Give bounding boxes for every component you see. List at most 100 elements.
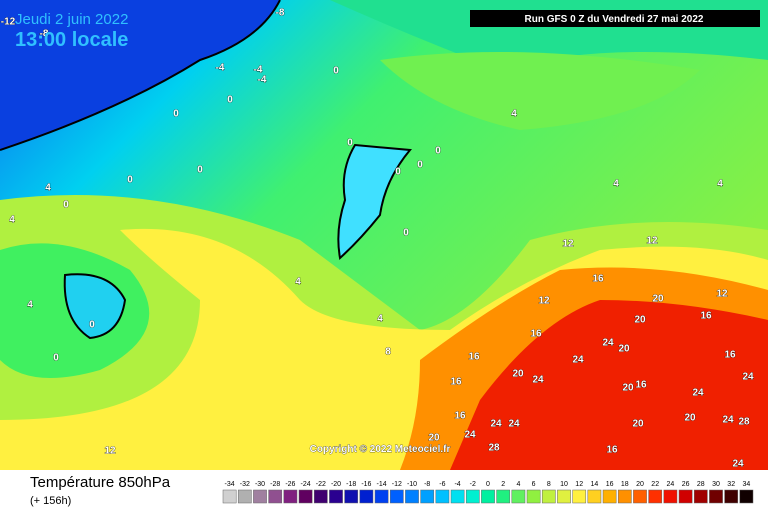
contour-label: 0 bbox=[417, 160, 423, 171]
legend-swatch bbox=[526, 489, 541, 504]
legend-label: 2 bbox=[501, 481, 505, 488]
color-legend: -34 -32 -30 -28 -26 -24 -22 -20 -18 -16 -14 -12 -10-… bbox=[222, 481, 754, 504]
contour-label: 0 bbox=[395, 167, 401, 178]
contour-label: 0 bbox=[227, 95, 233, 106]
legend-label: -16 bbox=[361, 481, 371, 488]
contour-label: 12 bbox=[562, 239, 574, 250]
legend-swatch bbox=[465, 489, 480, 504]
legend-label: -18 bbox=[346, 481, 356, 488]
legend-swatch bbox=[602, 489, 617, 504]
contour-label: 0 bbox=[89, 320, 95, 331]
contour-label: 0 bbox=[173, 109, 179, 120]
legend-label: -10 bbox=[407, 481, 417, 488]
contour-label: 4 bbox=[377, 314, 383, 325]
contour-label: 28 bbox=[488, 443, 500, 454]
legend-swatch bbox=[709, 489, 723, 504]
legend-label: -34 bbox=[225, 481, 235, 488]
legend-label: 26 bbox=[682, 481, 690, 488]
legend-label: 32 bbox=[727, 481, 735, 488]
contour-label: -8 bbox=[40, 29, 49, 40]
contour-label: 24 bbox=[508, 419, 520, 430]
copyright: Copyright © 2022 Meteociel.fr bbox=[310, 444, 451, 455]
contour-label: 4 bbox=[613, 179, 619, 190]
legend-swatch bbox=[739, 489, 754, 504]
contour-label: 16 bbox=[592, 274, 604, 285]
contour-label: 16 bbox=[635, 380, 647, 391]
legend-label: 34 bbox=[743, 481, 751, 488]
legend-label: -20 bbox=[331, 481, 341, 488]
legend-label: 28 bbox=[697, 481, 705, 488]
legend-swatch bbox=[283, 489, 298, 504]
legend-swatch bbox=[344, 489, 359, 504]
contour-label: 0 bbox=[63, 200, 69, 211]
contour-label: 0 bbox=[333, 66, 339, 77]
legend-swatch bbox=[450, 489, 465, 504]
contour-label: 0 bbox=[435, 146, 441, 157]
contour-label: 16 bbox=[700, 311, 712, 322]
contour-label: 24 bbox=[732, 459, 744, 470]
contour-label: -8 bbox=[276, 8, 285, 19]
contour-label: 24 bbox=[572, 355, 584, 366]
date: Jeudi 2 juin 2022 bbox=[15, 11, 128, 28]
contour-label: 16 bbox=[530, 329, 542, 340]
legend-label: 6 bbox=[532, 481, 536, 488]
legend-swatch bbox=[678, 489, 693, 504]
legend-swatch bbox=[268, 489, 283, 504]
time: 13:00 locale bbox=[15, 29, 128, 51]
contour-label: 20 bbox=[512, 369, 524, 380]
contour-label: 8 bbox=[385, 347, 391, 358]
contour-label: 16 bbox=[468, 352, 480, 363]
legend-swatch bbox=[617, 489, 632, 504]
contour-label: 0 bbox=[347, 138, 353, 149]
map bbox=[0, 0, 768, 470]
legend-label: 22 bbox=[651, 481, 659, 488]
legend-swatch bbox=[663, 489, 678, 504]
contour-label: 24 bbox=[692, 388, 704, 399]
legend-label: -8 bbox=[424, 481, 430, 488]
legend-label: 12 bbox=[575, 481, 583, 488]
legend-label: -6 bbox=[439, 481, 445, 488]
legend-label: -30 bbox=[255, 481, 265, 488]
legend-swatch bbox=[237, 489, 252, 504]
legend-label: -24 bbox=[301, 481, 311, 488]
legend-label: -4 bbox=[454, 481, 460, 488]
contour-label: 16 bbox=[450, 377, 462, 388]
footer-subtitle: (+ 156h) bbox=[30, 495, 71, 507]
legend-swatch bbox=[405, 489, 419, 504]
legend-swatch bbox=[572, 489, 587, 504]
contour-label: 0 bbox=[197, 165, 203, 176]
contour-label: 16 bbox=[724, 350, 736, 361]
legend-label: 14 bbox=[591, 481, 599, 488]
legend-label: -2 bbox=[470, 481, 476, 488]
legend-swatch bbox=[313, 489, 328, 504]
legend-label: 20 bbox=[636, 481, 644, 488]
contour-label: 24 bbox=[722, 415, 734, 426]
contour-label: 12 bbox=[646, 236, 658, 247]
legend-swatch bbox=[481, 489, 495, 504]
contour-label: 12 bbox=[716, 289, 728, 300]
contour-label: 4 bbox=[45, 183, 51, 194]
contour-label: 24 bbox=[532, 375, 544, 386]
contour-label: 0 bbox=[127, 175, 133, 186]
run-info: Run GFS 0 Z du Vendredi 27 mai 2022 bbox=[525, 14, 704, 25]
legend-label: 30 bbox=[712, 481, 720, 488]
contour-label: 4 bbox=[295, 277, 301, 288]
contour-label: 24 bbox=[742, 372, 754, 383]
contour-label: 20 bbox=[652, 294, 664, 305]
legend-swatch bbox=[374, 489, 389, 504]
contour-label: 20 bbox=[428, 433, 440, 444]
contour-label: -4 bbox=[258, 75, 267, 86]
legend-label: -14 bbox=[377, 481, 387, 488]
contour-label: 24 bbox=[464, 430, 476, 441]
contour-label: 4 bbox=[9, 215, 15, 226]
legend-label: 0 bbox=[486, 481, 490, 488]
legend-swatch bbox=[724, 489, 739, 504]
contour-label: 16 bbox=[606, 445, 618, 456]
contour-label: 0 bbox=[403, 228, 409, 239]
legend-swatch bbox=[587, 489, 602, 504]
contour-label: 16 bbox=[454, 411, 466, 422]
legend-label: 4 bbox=[516, 481, 520, 488]
legend-label: 8 bbox=[547, 481, 551, 488]
contour-label: 12 bbox=[104, 446, 116, 457]
